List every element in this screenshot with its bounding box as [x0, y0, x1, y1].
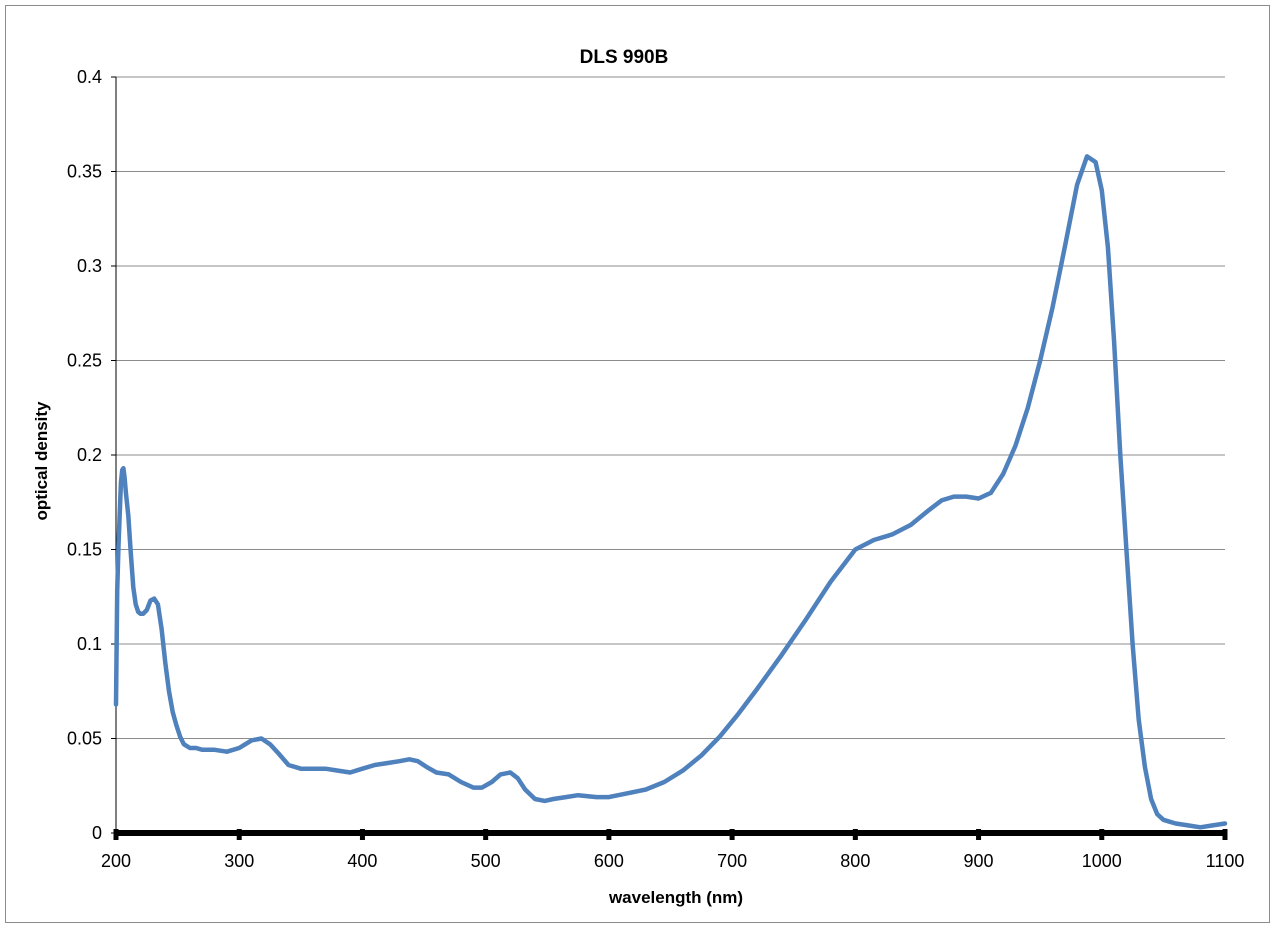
y-tick-label: 0 [92, 823, 102, 843]
series-line [113, 154, 1228, 830]
x-tick-label: 1100 [1206, 851, 1245, 871]
y-tick-label: 0.3 [77, 256, 102, 276]
line-chart: 0 0.05 0.1 0.15 0.2 0.25 0.3 0.35 0.4 200 300 400 50… [32, 47, 1244, 907]
tick-labels: 0 0.05 0.1 0.15 0.2 0.25 0.3 0.35 0.4 200 300 400 50… [67, 67, 1244, 871]
axes [111, 76, 1228, 840]
chart-title: DLS 990B [580, 47, 669, 68]
chart-frame: 0 0.05 0.1 0.15 0.2 0.25 0.3 0.35 0.4 200 300 400 50… [5, 5, 1270, 923]
y-axis-title: optical density [32, 401, 51, 521]
x-tick-label: 700 [717, 851, 747, 871]
x-tick-label: 800 [840, 851, 870, 871]
y-tick-label: 0.05 [67, 729, 102, 749]
y-tick-label: 0.25 [67, 351, 102, 371]
y-tick-label: 0.4 [77, 67, 102, 87]
x-tick-label: 600 [594, 851, 624, 871]
plot-area [113, 154, 1228, 830]
x-tick-label: 900 [964, 851, 994, 871]
y-tick-label: 0.35 [67, 162, 102, 182]
x-tick-label: 300 [224, 851, 254, 871]
x-axis-title: wavelength (nm) [608, 888, 743, 907]
y-tick-label: 0.15 [67, 540, 102, 560]
y-tick-label: 0.1 [77, 634, 102, 654]
x-tick-label: 1000 [1082, 851, 1122, 871]
y-tick-label: 0.2 [77, 445, 102, 465]
x-tick-label: 400 [347, 851, 377, 871]
x-tick-label: 500 [471, 851, 501, 871]
gridlines [116, 76, 1225, 739]
x-tick-label: 200 [101, 851, 131, 871]
